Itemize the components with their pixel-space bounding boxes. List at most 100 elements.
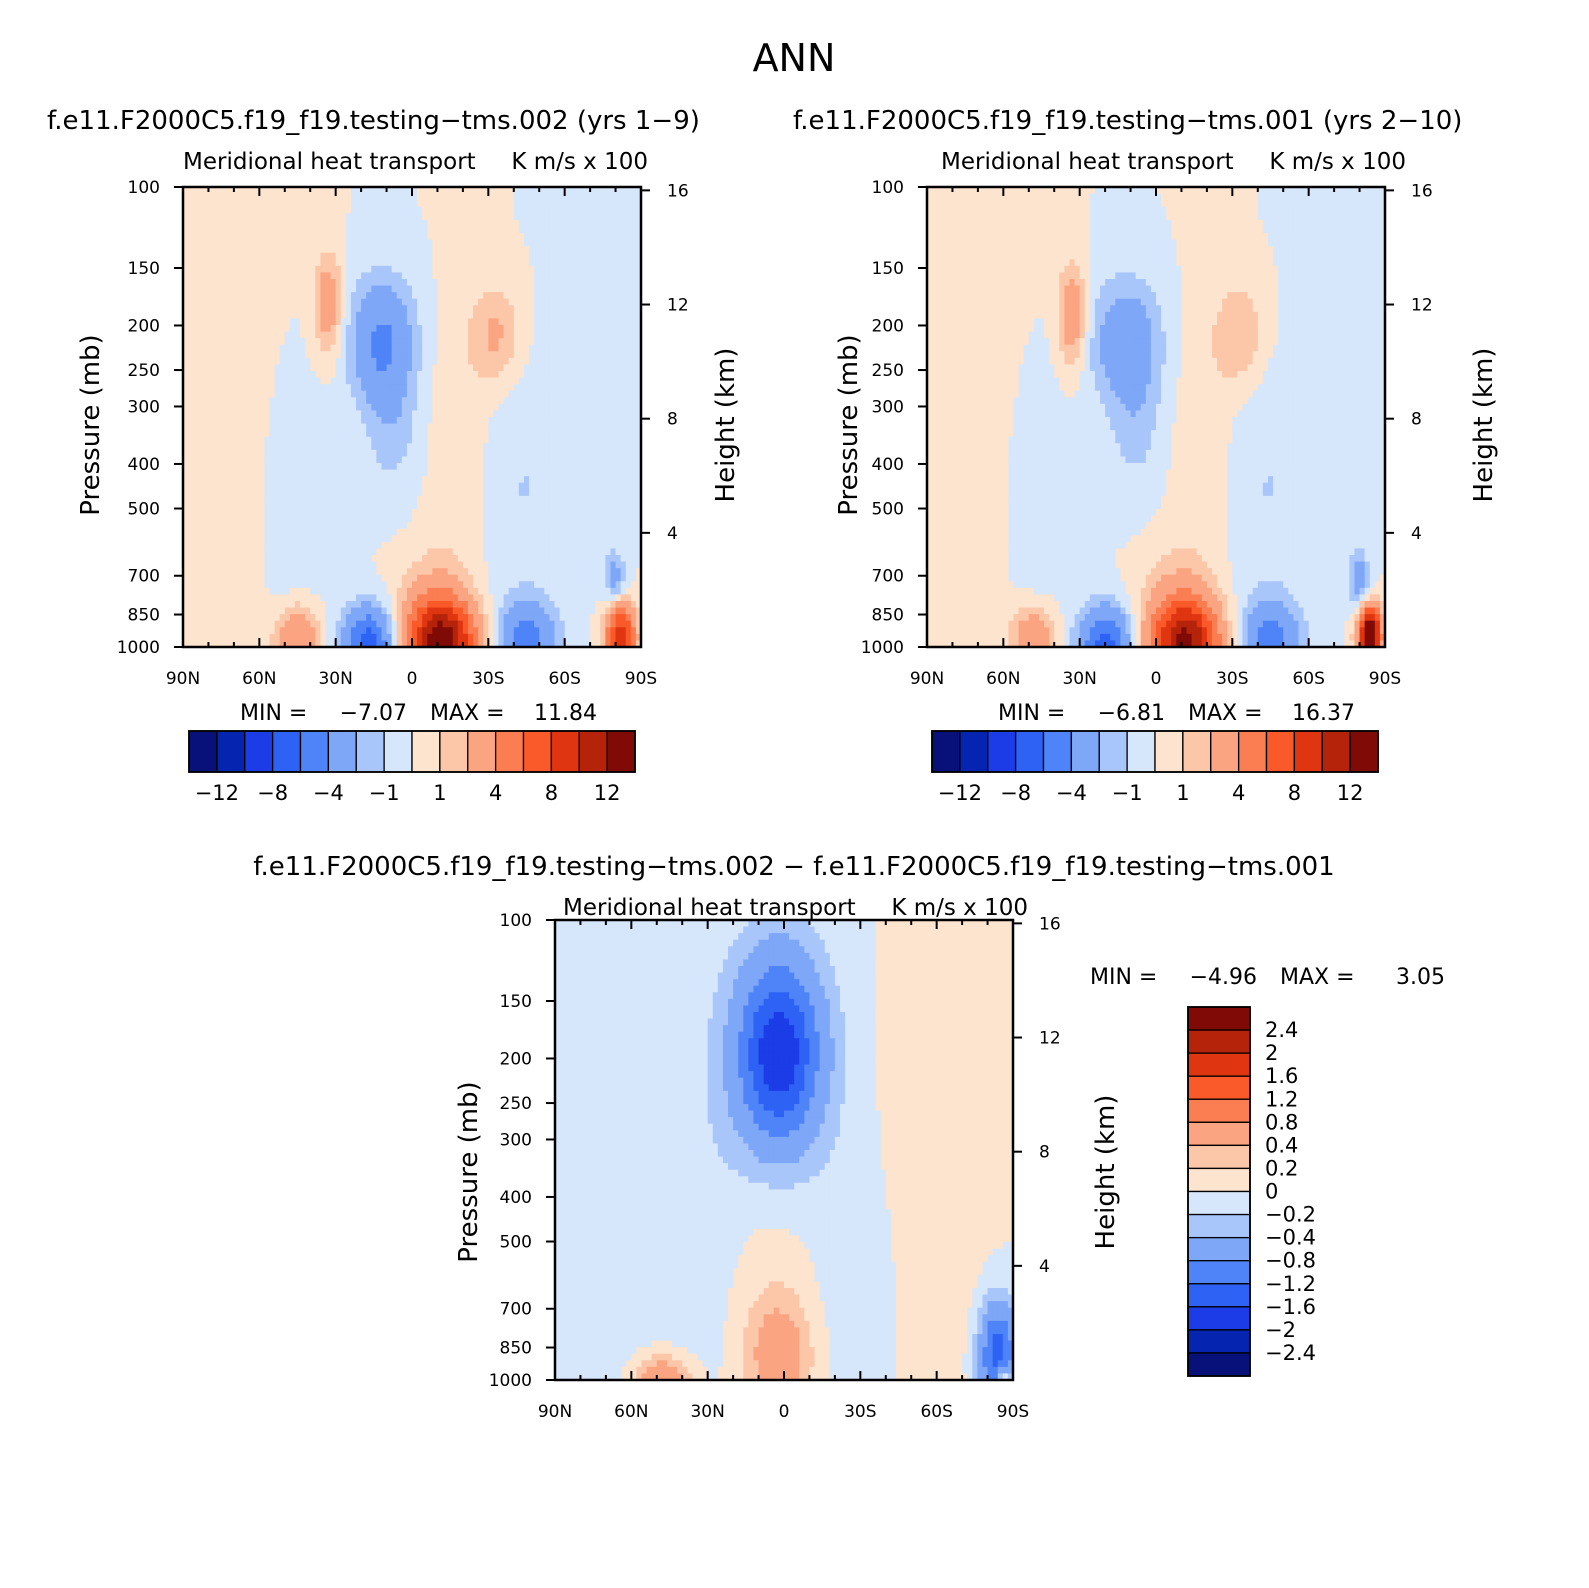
field-cell xyxy=(229,516,235,523)
field-cell xyxy=(219,391,225,398)
field-cell xyxy=(463,332,469,339)
field-cell xyxy=(412,529,418,536)
field-cell xyxy=(234,391,240,398)
field-cell xyxy=(499,292,505,299)
field-cell xyxy=(214,548,220,555)
field-cell xyxy=(524,542,530,549)
field-cell xyxy=(356,542,362,549)
field-cell xyxy=(458,456,464,463)
field-cell xyxy=(325,338,331,345)
field-cell xyxy=(224,489,230,496)
field-cell xyxy=(198,424,204,431)
field-cell xyxy=(595,496,601,503)
field-cell xyxy=(432,325,438,332)
field-cell xyxy=(234,332,240,339)
field-cell xyxy=(361,279,367,286)
field-cell xyxy=(254,404,260,411)
field-cell xyxy=(356,272,362,279)
field-cell xyxy=(234,516,240,523)
field-cell xyxy=(208,378,214,385)
field-cell xyxy=(417,233,423,240)
field-cell xyxy=(259,516,265,523)
field-cell xyxy=(437,338,443,345)
field-cell xyxy=(549,516,555,523)
field-cell xyxy=(244,266,250,273)
field-cell xyxy=(320,207,326,214)
field-cell xyxy=(336,371,342,378)
field-cell xyxy=(229,226,235,233)
field-cell xyxy=(325,535,331,542)
field-cell xyxy=(392,483,398,490)
field-cell xyxy=(198,535,204,542)
field-cell xyxy=(539,272,545,279)
field-cell xyxy=(458,535,464,542)
field-cell xyxy=(621,404,627,411)
field-cell xyxy=(427,240,433,247)
field-cell xyxy=(371,378,377,385)
field-cell xyxy=(437,253,443,260)
field-cell xyxy=(417,483,423,490)
field-cell xyxy=(600,292,606,299)
field-cell xyxy=(493,450,499,457)
field-cell xyxy=(239,220,245,227)
field-cell xyxy=(437,318,443,325)
field-cell xyxy=(519,542,525,549)
field-cell xyxy=(219,424,225,431)
field-cell xyxy=(381,299,387,306)
field-cell xyxy=(499,476,505,483)
field-cell xyxy=(234,194,240,201)
field-cell xyxy=(448,325,454,332)
field-cell xyxy=(356,253,362,260)
field-cell xyxy=(570,292,576,299)
field-cell xyxy=(341,476,347,483)
field-cell xyxy=(387,292,393,299)
field-cell xyxy=(392,404,398,411)
field-cell xyxy=(259,345,265,352)
field-cell xyxy=(631,325,637,332)
field-cell xyxy=(361,207,367,214)
field-cell xyxy=(336,286,342,293)
field-cell xyxy=(219,246,225,253)
field-cell xyxy=(595,404,601,411)
field-cell xyxy=(244,338,250,345)
field-cell xyxy=(295,443,301,450)
field-cell xyxy=(493,410,499,417)
field-cell xyxy=(249,424,255,431)
field-cell xyxy=(534,253,540,260)
field-cell xyxy=(239,404,245,411)
field-cell xyxy=(356,476,362,483)
field-cell xyxy=(219,259,225,266)
field-cell xyxy=(381,489,387,496)
field-cell xyxy=(300,522,306,529)
field-cell xyxy=(422,535,428,542)
field-cell xyxy=(239,542,245,549)
field-cell xyxy=(621,253,627,260)
field-cell xyxy=(188,391,194,398)
field-cell xyxy=(315,272,321,279)
field-cell xyxy=(300,246,306,253)
field-cell xyxy=(280,220,286,227)
field-cell xyxy=(616,509,622,516)
field-cell xyxy=(407,253,413,260)
field-cell xyxy=(234,417,240,424)
field-cell xyxy=(244,424,250,431)
field-cell xyxy=(417,476,423,483)
field-cell xyxy=(264,220,270,227)
field-cell xyxy=(539,417,545,424)
field-cell xyxy=(397,279,403,286)
field-cell xyxy=(412,299,418,306)
field-cell xyxy=(417,246,423,253)
field-cell xyxy=(610,542,616,549)
field-cell xyxy=(208,259,214,266)
field-cell xyxy=(605,358,611,365)
field-cell xyxy=(590,318,596,325)
field-cell xyxy=(478,397,484,404)
field-cell xyxy=(224,351,230,358)
field-cell xyxy=(285,351,291,358)
field-cell xyxy=(554,384,560,391)
field-cell xyxy=(549,364,555,371)
field-cell xyxy=(356,305,362,312)
field-cell xyxy=(208,226,214,233)
field-cell xyxy=(320,456,326,463)
field-cell xyxy=(285,213,291,220)
